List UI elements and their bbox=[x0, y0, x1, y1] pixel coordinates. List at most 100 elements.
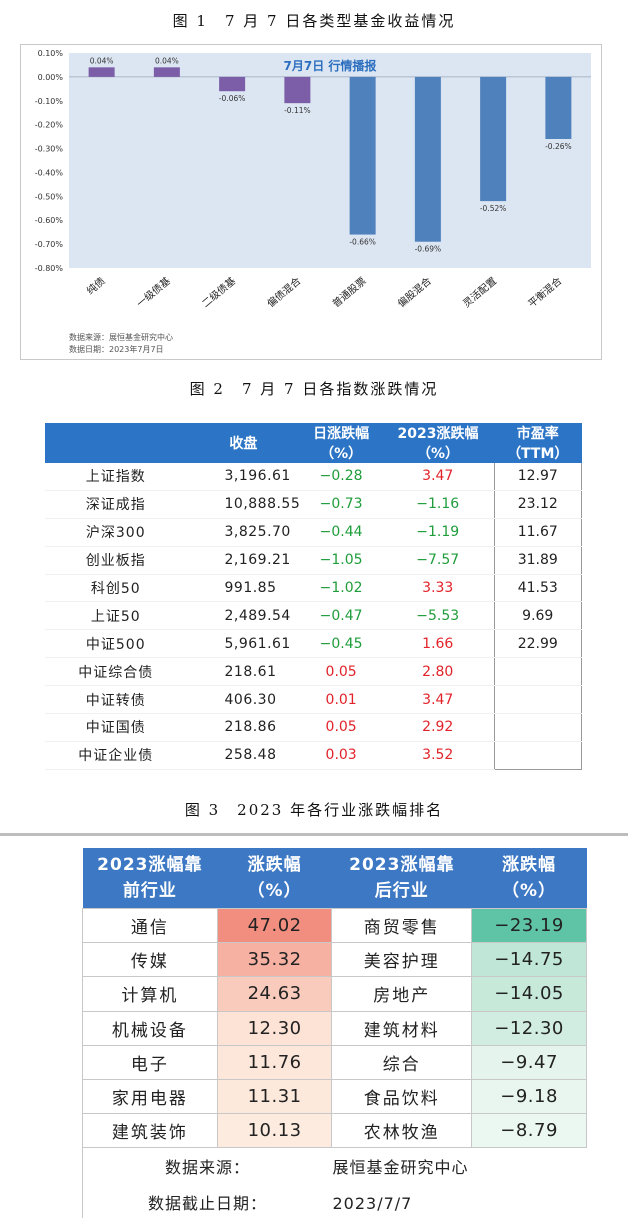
index-pe: 31.89 bbox=[493, 546, 582, 575]
bar bbox=[153, 67, 180, 77]
x-tick-label: 平衡混合 bbox=[525, 274, 564, 310]
industry-table: 2023涨幅靠 前行业 涨跌幅 （%） 2023涨幅靠 后行业 涨跌幅 （%） 通信 47… bbox=[82, 848, 587, 1220]
index-close: 10,888.55 bbox=[186, 490, 301, 519]
industry-row: 计算机 24.63 房地产 −14.05 bbox=[82, 976, 587, 1012]
bar-value-label: -0.11% bbox=[284, 106, 311, 115]
index-day-change: 0.01 bbox=[300, 685, 382, 715]
index-pe: 12.97 bbox=[493, 463, 582, 491]
top-industry: 通信 bbox=[82, 907, 218, 944]
top-industry-change: 10.13 bbox=[216, 1113, 333, 1149]
industry-row: 通信 47.02 商贸零售 −23.19 bbox=[82, 907, 587, 944]
bottom-industry: 食品饮料 bbox=[331, 1078, 473, 1115]
x-tick-label: 纯债 bbox=[84, 274, 108, 297]
top-industry: 家用电器 bbox=[82, 1078, 218, 1115]
bottom-industry-change: −9.47 bbox=[471, 1044, 587, 1080]
y-tick-label: -0.10% bbox=[35, 97, 64, 106]
y-tick-label: -0.30% bbox=[35, 145, 64, 154]
index-close: 991.85 bbox=[186, 574, 301, 603]
index-pe: 9.69 bbox=[493, 601, 582, 631]
top-industry: 电子 bbox=[82, 1044, 218, 1080]
bar bbox=[414, 76, 441, 242]
index-pe bbox=[493, 657, 582, 687]
index-name: 上证50 bbox=[45, 601, 187, 631]
industry-row: 电子 11.76 综合 −9.47 bbox=[82, 1044, 587, 1080]
index-name: 创业板指 bbox=[45, 546, 187, 575]
figure-2-caption: 图 2 7 月 7 日各指数涨跌情况 bbox=[189, 380, 439, 398]
bottom-industry-change: −23.19 bbox=[471, 907, 587, 944]
bottom-industry: 农林牧渔 bbox=[331, 1113, 473, 1149]
index-name: 中证国债 bbox=[45, 713, 187, 742]
index-ytd-change: 3.47 bbox=[382, 463, 494, 491]
index-table-header: 收盘 日涨跌幅 （%） 2023涨跌幅 （%） 市盈率 （TTM） bbox=[45, 423, 582, 463]
chart-source-note: 数据来源：展恒基金研究中心 bbox=[69, 333, 173, 342]
bar-value-label: -0.66% bbox=[349, 238, 376, 247]
x-tick-label: 灵活配置 bbox=[461, 275, 499, 310]
bar bbox=[88, 67, 115, 77]
index-ytd-change: 3.52 bbox=[382, 741, 494, 770]
x-tick-label: 一级债基 bbox=[134, 274, 173, 310]
industry-row: 机械设备 12.30 建筑材料 −12.30 bbox=[82, 1010, 587, 1046]
bar bbox=[219, 76, 246, 92]
bar-value-label: 0.04% bbox=[90, 56, 114, 65]
index-day-change: 0.05 bbox=[300, 657, 382, 687]
section-divider bbox=[0, 833, 628, 836]
y-tick-label: -0.40% bbox=[35, 168, 64, 177]
bottom-industry: 建筑材料 bbox=[331, 1010, 473, 1046]
index-row: 中证转债 406.30 0.01 3.47 bbox=[45, 685, 582, 715]
header-bottom-industry: 2023涨幅靠 后行业 bbox=[331, 848, 472, 909]
index-name: 中证转债 bbox=[45, 685, 187, 715]
data-date-row: 数据截止日期： 2023/7/7 bbox=[83, 1184, 587, 1220]
index-name: 上证指数 bbox=[45, 463, 187, 491]
chart-date-note: 数据日期：2023年7月7日 bbox=[69, 345, 164, 354]
top-industry-change: 11.31 bbox=[216, 1078, 333, 1115]
y-tick-label: 0.00% bbox=[38, 73, 64, 82]
index-name: 沪深300 bbox=[45, 518, 187, 547]
plot-area bbox=[69, 53, 591, 268]
index-row: 沪深300 3,825.70 −0.44 −1.19 11.67 bbox=[45, 518, 582, 547]
index-name: 科创50 bbox=[45, 574, 187, 603]
x-tick-label: 偏债混合 bbox=[264, 274, 303, 310]
bar bbox=[480, 76, 507, 202]
figure-1-caption: 图 1 7 月 7 日各类型基金收益情况 bbox=[172, 12, 456, 30]
header-pe: 市盈率 （TTM） bbox=[494, 423, 582, 463]
figure-3-caption: 图 3 2023 年各行业涨跌幅排名 bbox=[184, 801, 444, 819]
x-tick-label: 普通股票 bbox=[330, 274, 369, 310]
bottom-industry: 商贸零售 bbox=[331, 907, 473, 944]
index-close: 2,489.54 bbox=[186, 601, 301, 631]
header-top-industry: 2023涨幅靠 前行业 bbox=[82, 848, 218, 909]
bar-value-label: -0.69% bbox=[415, 245, 442, 254]
index-name: 中证500 bbox=[45, 629, 187, 659]
bar-value-label: 0.04% bbox=[155, 56, 179, 65]
date-label: 数据截止日期： bbox=[147, 1194, 267, 1214]
y-tick-label: -0.60% bbox=[35, 216, 64, 225]
top-industry: 机械设备 bbox=[82, 1010, 218, 1046]
index-day-change: −0.28 bbox=[300, 463, 382, 491]
top-industry-change: 24.63 bbox=[216, 976, 333, 1012]
index-ytd-change: −1.16 bbox=[382, 490, 494, 519]
bottom-industry-change: −9.18 bbox=[471, 1078, 587, 1115]
index-table: 收盘 日涨跌幅 （%） 2023涨跌幅 （%） 市盈率 （TTM） 上证指数 3,196… bbox=[45, 423, 582, 770]
index-day-change: −0.47 bbox=[300, 601, 382, 631]
y-tick-label: -0.70% bbox=[35, 240, 64, 249]
index-day-change: −1.02 bbox=[300, 574, 382, 603]
header-name bbox=[45, 423, 187, 463]
index-row: 深证成指 10,888.55 −0.73 −1.16 23.12 bbox=[45, 490, 582, 519]
index-pe: 22.99 bbox=[493, 629, 582, 659]
bottom-industry: 房地产 bbox=[331, 976, 473, 1012]
index-ytd-change: −1.19 bbox=[382, 518, 494, 547]
data-source-row: 数据来源： 展恒基金研究中心 bbox=[83, 1148, 587, 1185]
fund-return-chart: 7月7日 行情播报 0.10% 0.00% -0.10% -0.20% -0.30% -0.… bbox=[20, 44, 602, 360]
top-industry-change: 35.32 bbox=[216, 942, 333, 978]
index-name: 中证综合债 bbox=[45, 657, 187, 687]
index-ytd-change: 1.66 bbox=[382, 629, 494, 659]
index-row: 上证50 2,489.54 −0.47 −5.53 9.69 bbox=[45, 601, 582, 631]
bar-value-label: -0.06% bbox=[219, 94, 246, 103]
index-row: 创业板指 2,169.21 −1.05 −7.57 31.89 bbox=[45, 546, 582, 575]
bottom-industry-change: −8.79 bbox=[471, 1113, 587, 1149]
index-close: 258.48 bbox=[186, 741, 301, 770]
bar-value-label: -0.26% bbox=[545, 142, 572, 151]
y-tick-label: 0.10% bbox=[38, 49, 64, 58]
header-bottom-change: 涨跌幅 （%） bbox=[471, 848, 587, 909]
header-top-change: 涨跌幅 （%） bbox=[217, 848, 332, 909]
index-row: 中证500 5,961.61 −0.45 1.66 22.99 bbox=[45, 629, 582, 659]
